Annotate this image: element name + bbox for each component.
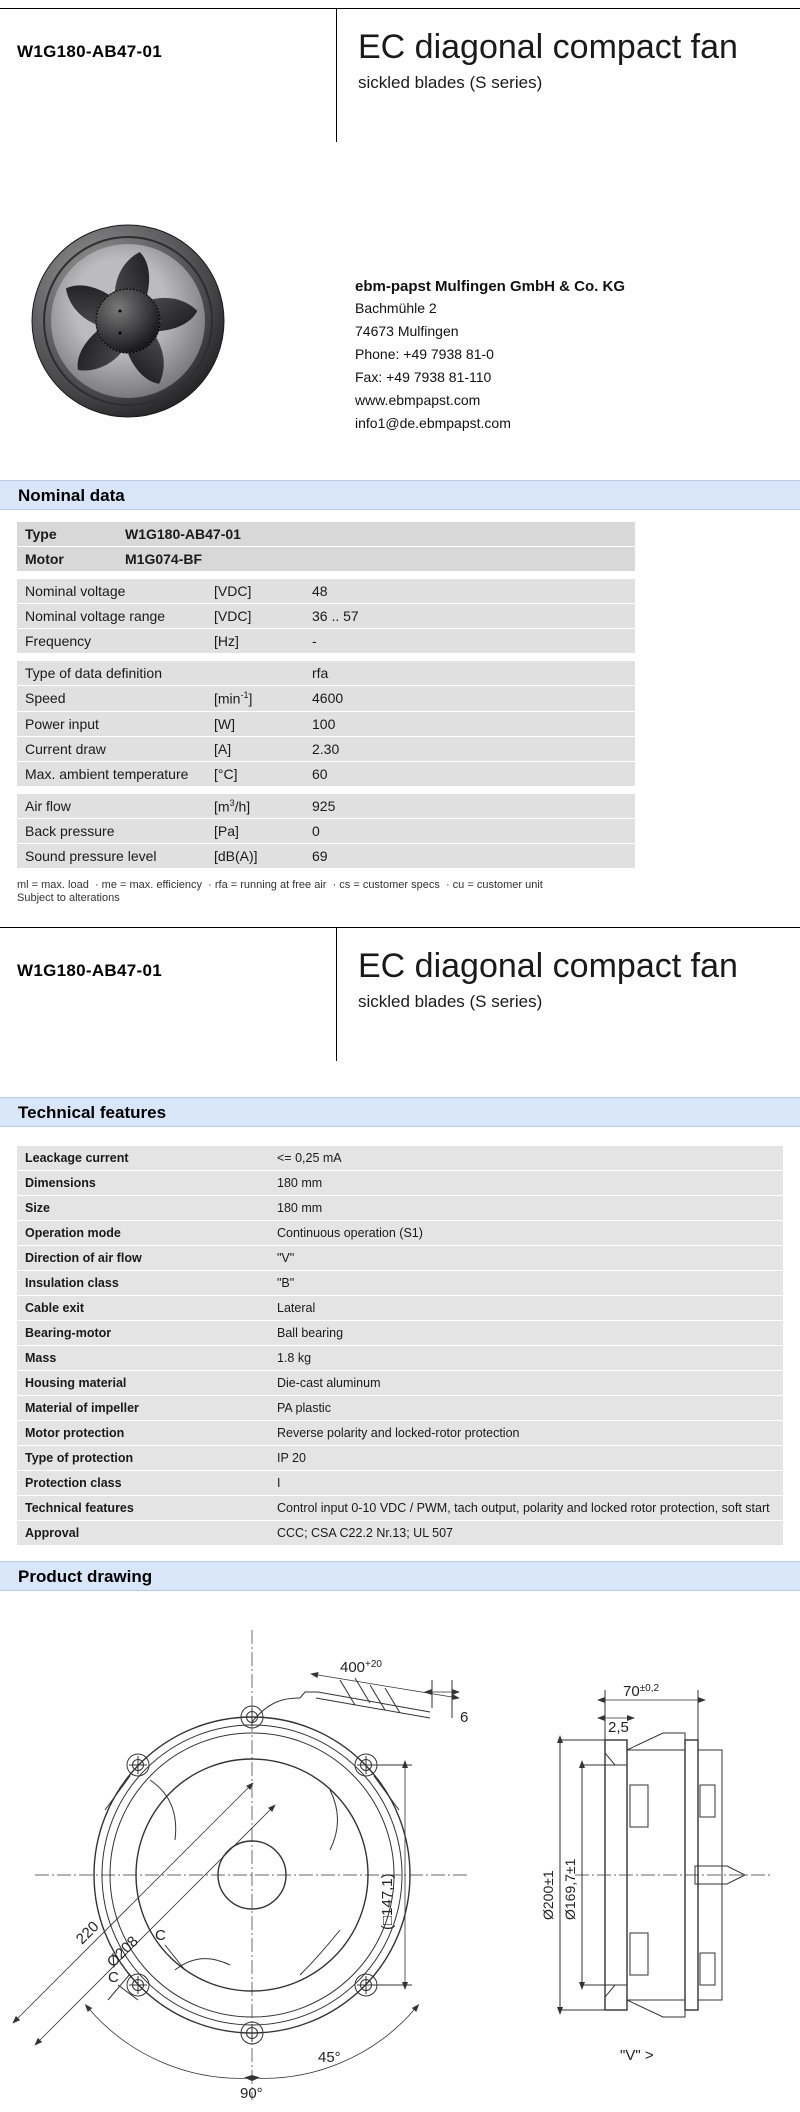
svg-text:45°: 45°	[318, 2049, 341, 2066]
svg-text:90°: 90°	[240, 2085, 263, 2102]
svg-text:"V" >: "V" >	[620, 2047, 654, 2064]
svg-text:6: 6	[460, 1709, 468, 1726]
svg-text:400+20: 400+20	[340, 1659, 382, 1676]
svg-text:C: C	[108, 1969, 119, 1986]
svg-text:2,5: 2,5	[608, 1719, 629, 1736]
svg-text:Ø200±1: Ø200±1	[540, 1870, 556, 1920]
svg-text:220: 220	[73, 1918, 103, 1948]
svg-text:C: C	[155, 1927, 166, 1944]
svg-text:Ø169,7±1: Ø169,7±1	[562, 1858, 578, 1920]
svg-text:(□147,1): (□147,1)	[379, 1873, 396, 1930]
svg-text:70±0,2: 70±0,2	[623, 1683, 660, 1700]
